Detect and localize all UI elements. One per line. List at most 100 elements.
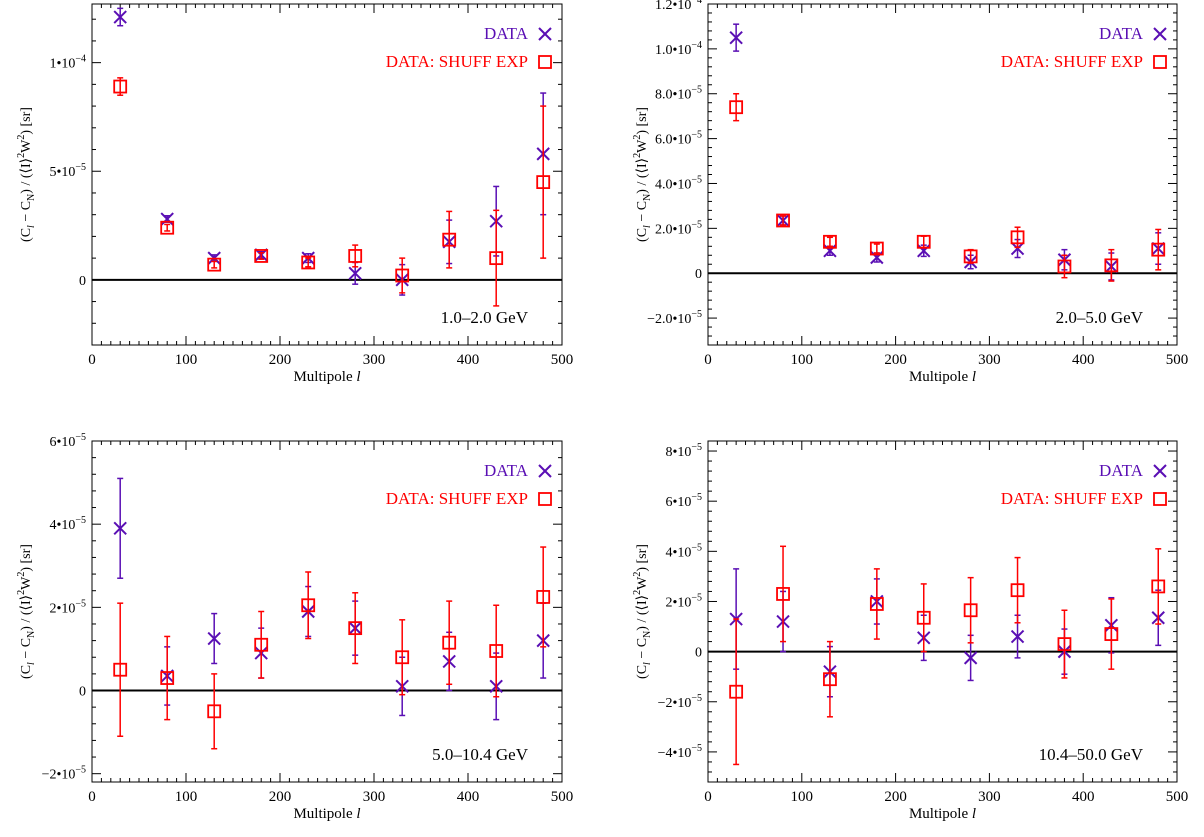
legend-label-data: DATA xyxy=(484,461,529,480)
y-tick-label: 0 xyxy=(79,274,86,289)
data-point-square xyxy=(1104,627,1119,641)
y-tick-label: 4•10−5 xyxy=(49,515,86,533)
legend-marker-shuff xyxy=(1153,55,1167,69)
x-tick-label: 100 xyxy=(175,352,198,368)
data-point-square xyxy=(160,220,175,235)
y-tick-label: 8.0•10−5 xyxy=(655,85,702,103)
y-tick-label: 2.0•10−5 xyxy=(655,219,702,237)
data-point-square xyxy=(1057,259,1072,274)
data-point-x xyxy=(348,266,362,281)
marker-stroke xyxy=(207,631,221,646)
marker-stroke xyxy=(348,266,362,281)
legend-label-data: DATA xyxy=(484,24,529,43)
data-point-square xyxy=(254,249,269,263)
legend-label-shuff: DATA: SHUFF EXP xyxy=(386,489,528,508)
x-tick-label: 400 xyxy=(1072,352,1095,368)
marker-stroke xyxy=(729,30,743,45)
legend-marker-data xyxy=(1153,464,1167,478)
y-tick-label: 8•10−5 xyxy=(665,442,702,460)
series-shuff-exp xyxy=(729,92,1166,282)
y-tick-label: 6.0•10−5 xyxy=(655,130,702,148)
x-axis-label: Multipole l xyxy=(293,369,360,385)
x-tick-label: 100 xyxy=(175,789,198,805)
legend-label-shuff: DATA: SHUFF EXP xyxy=(1001,52,1143,71)
x-tick-label: 500 xyxy=(1166,789,1189,805)
y-axis-label: (Cl − CN) / (⟨I⟩2W2) [sr] xyxy=(16,544,37,679)
legend-label-shuff: DATA: SHUFF EXP xyxy=(386,52,528,71)
chart-panel-3: 0 100 200 300 400 500−2•10−502•10−54•10−56•10… xyxy=(16,432,573,822)
legend-label-data: DATA xyxy=(1099,461,1144,480)
marker-stroke xyxy=(113,521,127,536)
data-point-square xyxy=(160,671,175,685)
data-point-square xyxy=(869,597,884,611)
x-tick-label: 200 xyxy=(884,352,907,368)
energy-range-label: 1.0–2.0 GeV xyxy=(441,308,529,327)
data-point-square xyxy=(348,621,363,636)
data-point-square xyxy=(963,603,978,618)
energy-range-label: 2.0–5.0 GeV xyxy=(1056,308,1144,327)
data-point-x xyxy=(207,631,221,646)
x-tick-label: 300 xyxy=(363,789,386,805)
x-tick-label: 0 xyxy=(704,352,712,368)
y-tick-label: −4•10−5 xyxy=(658,743,702,761)
marker-stroke xyxy=(160,212,174,226)
data-point-x xyxy=(1010,241,1025,256)
y-tick-label: −2•10−5 xyxy=(42,765,86,783)
data-point-x xyxy=(113,10,127,24)
data-point-x xyxy=(963,651,978,665)
data-point-square xyxy=(916,610,931,625)
x-tick-label: 500 xyxy=(551,789,574,805)
legend-marker-data xyxy=(1153,27,1167,41)
y-tick-label: −2.0•10−5 xyxy=(647,309,702,327)
series-shuff-exp xyxy=(113,546,551,750)
x-tick-label: 300 xyxy=(978,789,1001,805)
y-tick-label: −2•10−5 xyxy=(658,693,702,711)
marker-stroke xyxy=(1010,629,1025,644)
legend-marker-shuff xyxy=(538,55,552,69)
y-tick-label: 2•10−5 xyxy=(665,592,702,610)
x-tick-label: 200 xyxy=(884,789,907,805)
legend-marker-shuff xyxy=(538,492,552,506)
data-point-square xyxy=(869,241,884,256)
data-point-square xyxy=(489,644,504,658)
y-tick-label: 1.2•10−4 xyxy=(655,0,702,13)
data-point-square xyxy=(207,704,222,719)
data-point-square xyxy=(207,257,222,272)
data-point-x xyxy=(870,250,884,265)
legend-marker-data xyxy=(538,27,552,41)
legend-marker-shuff xyxy=(1153,492,1167,506)
y-tick-label: 4.0•10−5 xyxy=(655,174,702,192)
data-point-square xyxy=(442,635,457,650)
data-point-square xyxy=(1057,637,1072,651)
series-data xyxy=(113,477,550,721)
x-tick-label: 0 xyxy=(88,789,96,805)
data-point-square xyxy=(395,268,410,283)
series-shuff-exp xyxy=(113,77,551,307)
data-point-square xyxy=(1010,583,1025,598)
data-point-square xyxy=(729,684,744,699)
data-point-x xyxy=(113,521,127,536)
legend-marker-data xyxy=(538,464,552,478)
y-tick-label: 2•10−5 xyxy=(49,598,86,616)
data-point-x xyxy=(160,212,174,226)
energy-range-label: 10.4–50.0 GeV xyxy=(1039,745,1144,764)
marker-stroke xyxy=(917,244,931,258)
data-point-square xyxy=(1104,258,1119,273)
x-axis-label: Multipole l xyxy=(293,806,360,822)
marker-stroke xyxy=(870,250,884,265)
y-tick-label: 6•10−5 xyxy=(665,492,702,510)
data-point-square xyxy=(1151,579,1166,594)
energy-range-label: 5.0–10.4 GeV xyxy=(432,745,529,764)
y-tick-label: 5•10−5 xyxy=(49,162,86,180)
x-tick-label: 200 xyxy=(269,352,292,368)
data-point-x xyxy=(917,244,931,258)
x-tick-label: 500 xyxy=(551,352,574,368)
chart-panel-4: 0 100 200 300 400 500 −4•10−5 −2•10−5 0 2•10−5 4•1… xyxy=(632,440,1189,822)
y-tick-label: 4•10−5 xyxy=(665,542,702,560)
series-shuff-exp xyxy=(729,545,1166,766)
y-tick-label: 1•10−4 xyxy=(49,54,86,72)
data-point-square xyxy=(823,234,837,249)
data-point-square xyxy=(536,175,551,190)
chart-panel-2: 0 100 200 300 400 500 −2.0•10−5 0 2.0•10−5 4.0•10… xyxy=(632,0,1188,385)
